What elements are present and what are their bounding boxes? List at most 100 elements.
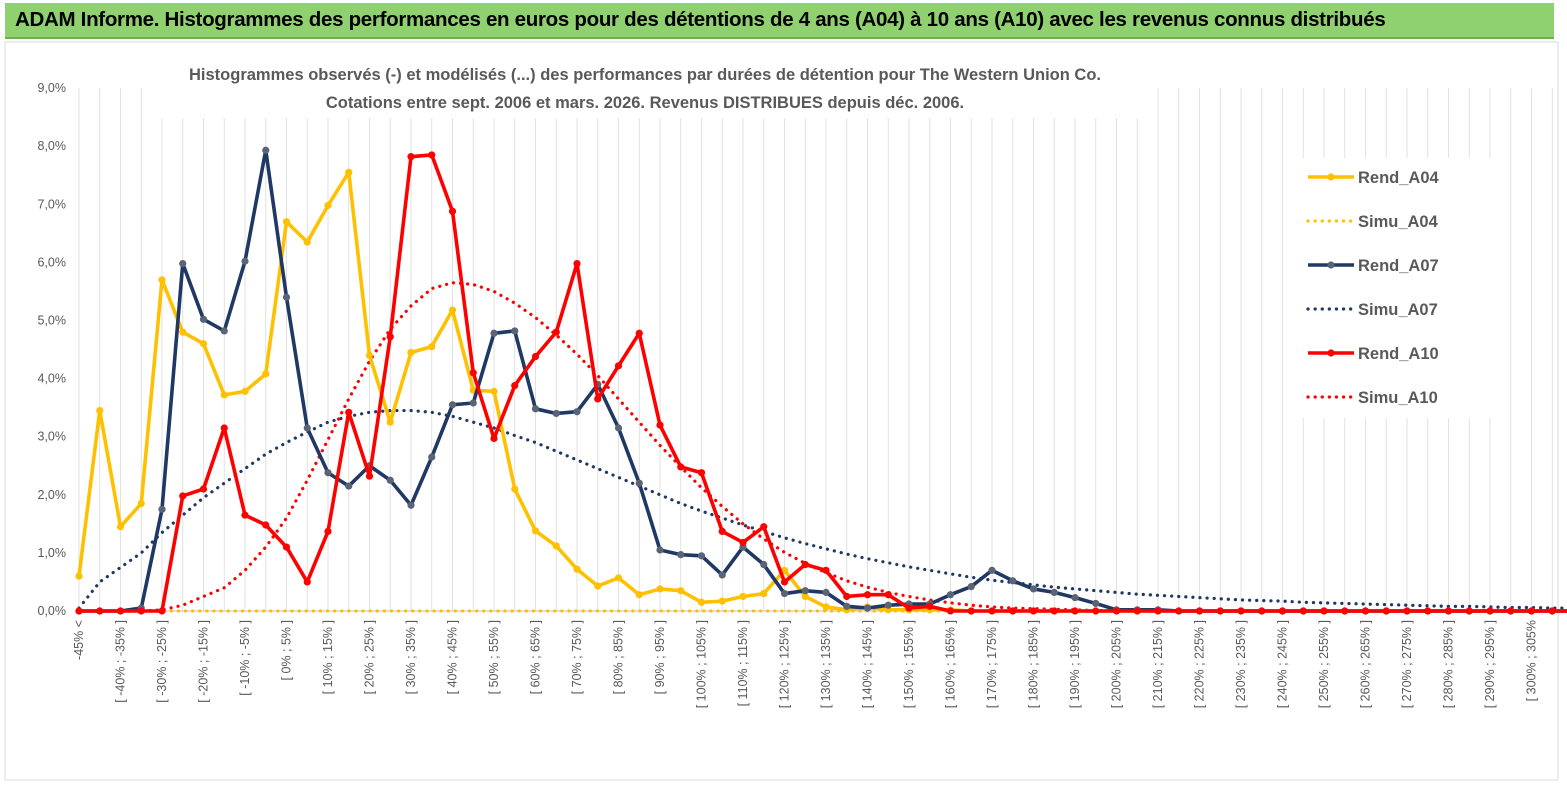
x-tick-label: [ 10% ; 15% ]	[321, 620, 335, 694]
data-point	[697, 598, 706, 606]
data-point	[345, 408, 353, 416]
data-point	[1071, 607, 1079, 615]
legend-marker	[1327, 349, 1335, 357]
data-point	[988, 607, 996, 615]
data-point	[179, 492, 187, 500]
data-point	[718, 571, 726, 579]
data-point	[75, 607, 83, 615]
data-point	[614, 574, 623, 582]
data-point	[656, 585, 664, 593]
data-point	[1071, 594, 1079, 602]
x-tick-label: [ 60% ; 65% ]	[529, 620, 543, 694]
data-point	[884, 601, 892, 609]
data-point	[490, 434, 498, 443]
performance-histogram-chart: 0,0% 1,0% 2,0% 3,0% 4,0% 5,0% 6,0% 7,0% 8,0% 9,0%…	[4, 41, 1567, 781]
data-point	[822, 603, 830, 611]
data-point	[822, 588, 830, 597]
data-point	[1278, 607, 1287, 615]
data-point	[946, 591, 955, 599]
x-tick-label: [ 70% ; 75% ]	[570, 620, 584, 694]
vertical-gridlines	[78, 88, 1553, 611]
data-point	[428, 453, 436, 461]
x-tick-label: [ 120% ; 125% ]	[778, 620, 792, 708]
data-point	[552, 542, 560, 550]
data-point	[1320, 607, 1328, 615]
data-point	[511, 327, 519, 335]
data-point	[531, 405, 540, 413]
data-point	[552, 409, 560, 418]
data-point	[967, 582, 975, 591]
legend-label: Simu_A07	[1358, 301, 1438, 319]
x-tick-label: [ 80% ; 85% ]	[612, 620, 626, 694]
data-point	[573, 565, 581, 573]
data-point	[677, 587, 685, 595]
data-point	[386, 418, 394, 426]
x-tick-label: [ 180% ; 185% ]	[1027, 620, 1041, 708]
data-point	[1403, 607, 1411, 615]
data-point	[1486, 607, 1494, 615]
data-point	[863, 591, 872, 599]
x-tick-label: [ -10% ; -5% ]	[238, 620, 252, 696]
x-tick-label: [ 230% ; 235% ]	[1234, 620, 1248, 708]
x-tick-label: [ 130% ; 135% ]	[819, 620, 833, 708]
data-point	[988, 566, 996, 574]
data-point	[1237, 607, 1245, 615]
data-point	[428, 343, 436, 351]
data-point	[324, 469, 332, 477]
x-tick-label: [ 240% ; 245% ]	[1276, 620, 1290, 708]
x-tick-label: [ 50% ; 55% ]	[487, 620, 501, 694]
data-point	[386, 333, 394, 341]
legend-label: Simu_A04	[1358, 213, 1439, 231]
chart-title: Histogrammes observés (-) et modélisés (…	[189, 66, 1101, 84]
x-tick-label: [ 30% ; 35% ]	[404, 620, 418, 694]
x-axis-tick-labels: -45% < [ -40% ; -35% ] [ -30% ; -25% ] [ -2…	[72, 620, 1539, 708]
data-point	[822, 566, 830, 574]
data-point	[1009, 577, 1017, 585]
y-tick-label: 5,0%	[38, 314, 67, 328]
data-point	[386, 476, 394, 484]
data-point	[760, 523, 768, 531]
data-point	[905, 604, 913, 612]
x-tick-label: [ 160% ; 165% ]	[944, 620, 958, 708]
data-point	[262, 146, 270, 154]
data-point	[1216, 607, 1224, 615]
data-point	[1444, 607, 1453, 615]
series-rend-a10	[75, 151, 1567, 615]
data-point	[1009, 607, 1017, 615]
legend-item-simu-a10: Simu_A10	[1306, 389, 1438, 407]
data-point	[407, 153, 415, 161]
data-point	[594, 582, 602, 590]
data-point	[158, 505, 166, 513]
data-point	[573, 408, 581, 416]
data-point	[1299, 607, 1307, 615]
data-point	[697, 552, 706, 560]
x-tick-label: [ -40% ; -35% ]	[114, 620, 128, 703]
x-tick-label: [ 200% ; 205% ]	[1110, 620, 1124, 708]
y-tick-label: 8,0%	[38, 139, 67, 153]
data-point	[199, 315, 208, 323]
data-point	[262, 521, 270, 529]
data-point	[843, 592, 851, 601]
x-tick-label: [ 300% ; 305%	[1525, 620, 1539, 701]
data-point	[926, 602, 934, 610]
data-point	[1424, 607, 1432, 615]
legend-item-rend-a10: Rend_A10	[1308, 345, 1439, 363]
data-point	[1092, 607, 1100, 615]
data-point	[241, 387, 249, 395]
data-point	[75, 572, 83, 580]
data-point	[490, 329, 498, 337]
data-point	[677, 463, 685, 471]
data-point	[511, 485, 519, 493]
x-tick-label: [ 110% ; 115% ]	[736, 620, 750, 706]
data-point	[345, 168, 353, 176]
data-point	[448, 207, 457, 215]
data-point	[1361, 607, 1370, 615]
data-point	[448, 306, 457, 314]
data-point	[573, 259, 581, 268]
data-point	[1154, 607, 1162, 615]
y-tick-label: 7,0%	[38, 197, 67, 211]
x-tick-label: [ 40% ; 45% ]	[446, 620, 460, 694]
data-point	[843, 602, 851, 610]
data-point	[780, 589, 789, 598]
x-tick-label: -45% <	[72, 620, 86, 660]
